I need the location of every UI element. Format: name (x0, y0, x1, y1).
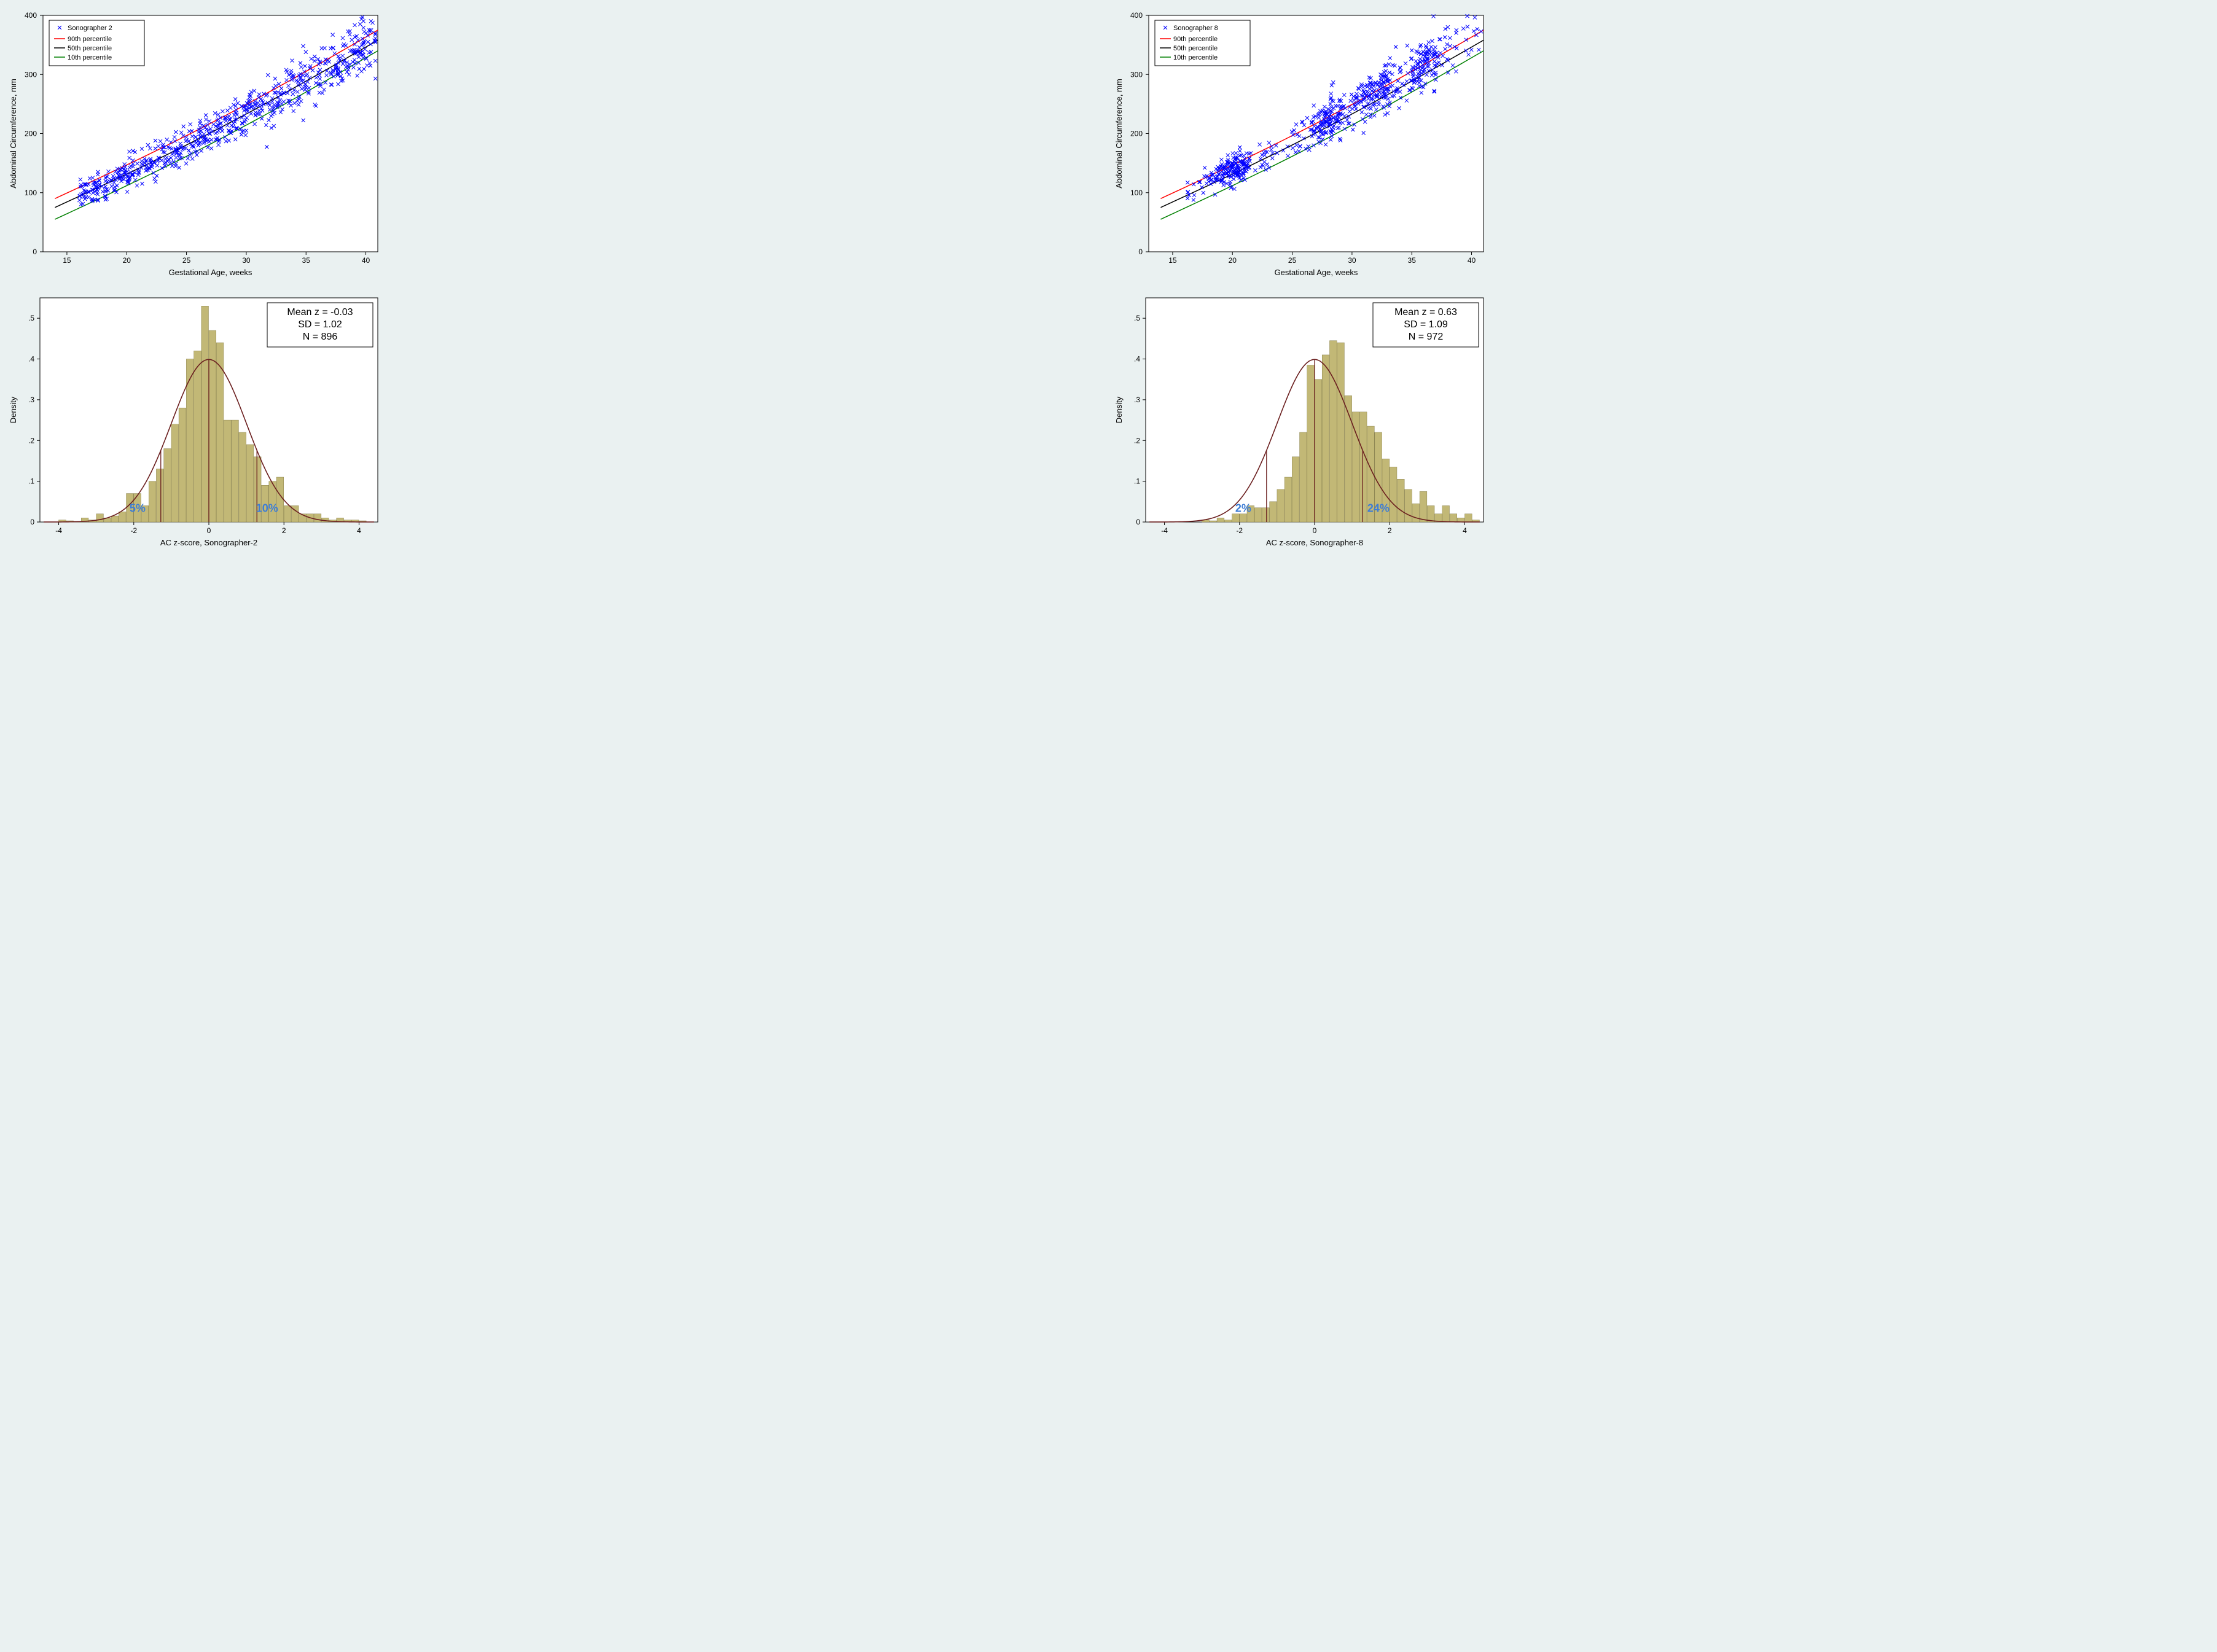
svg-text:400: 400 (25, 11, 37, 20)
svg-text:20: 20 (123, 256, 131, 265)
svg-text:300: 300 (1130, 70, 1142, 79)
svg-text:25: 25 (1288, 256, 1296, 265)
svg-text:.1: .1 (28, 477, 34, 486)
svg-text:24%: 24% (1367, 502, 1389, 514)
svg-text:-2: -2 (1236, 526, 1243, 535)
svg-text:.2: .2 (1133, 436, 1140, 445)
svg-text:35: 35 (302, 256, 311, 265)
svg-text:Density: Density (1114, 396, 1124, 423)
svg-text:-4: -4 (1161, 526, 1168, 535)
svg-text:30: 30 (242, 256, 251, 265)
svg-text:Sonographer 2: Sonographer 2 (68, 25, 112, 32)
svg-text:-2: -2 (130, 526, 137, 535)
scatter-sonographer-8: 1520253035400100200300400Gestational Age… (1112, 6, 2211, 282)
svg-text:.2: .2 (28, 436, 34, 445)
svg-text:0: 0 (1138, 247, 1143, 256)
svg-text:.1: .1 (1133, 477, 1140, 486)
svg-text:.5: .5 (1133, 314, 1140, 322)
svg-text:300: 300 (25, 70, 37, 79)
svg-text:N = 896: N = 896 (303, 332, 338, 342)
svg-text:AC z-score, Sonographer-8: AC z-score, Sonographer-8 (1265, 538, 1363, 547)
svg-text:Gestational Age, weeks: Gestational Age, weeks (1274, 268, 1358, 277)
svg-text:0: 0 (1136, 518, 1140, 526)
svg-text:50th percentile: 50th percentile (68, 45, 112, 52)
svg-text:.5: .5 (28, 314, 34, 322)
svg-text:100: 100 (25, 189, 37, 197)
svg-text:N = 972: N = 972 (1408, 332, 1443, 342)
svg-text:200: 200 (1130, 130, 1142, 138)
svg-text:30: 30 (1348, 256, 1356, 265)
svg-text:50th percentile: 50th percentile (1173, 45, 1218, 52)
svg-text:200: 200 (25, 130, 37, 138)
svg-text:.4: .4 (1133, 355, 1140, 364)
histogram-sonographer-2: -4 -2 0 2 4 0 .1 .2 .3 .4 .5 AC z-score, Sonographe… (6, 289, 1106, 553)
svg-text:0: 0 (207, 526, 211, 535)
svg-text:10%: 10% (256, 502, 278, 514)
svg-text:.3: .3 (28, 395, 34, 404)
svg-text:0: 0 (30, 518, 34, 526)
svg-text:2: 2 (1387, 526, 1391, 535)
svg-text:AC z-score, Sonographer-2: AC z-score, Sonographer-2 (160, 538, 257, 547)
svg-text:SD = 1.09: SD = 1.09 (1404, 319, 1448, 330)
svg-text:10th percentile: 10th percentile (68, 54, 112, 61)
svg-text:400: 400 (1130, 11, 1142, 20)
svg-text:.4: .4 (28, 355, 34, 364)
svg-text:2%: 2% (1235, 502, 1251, 514)
svg-text:Abdominal Circumference, mm: Abdominal Circumference, mm (1114, 79, 1124, 188)
svg-text:35: 35 (1407, 256, 1416, 265)
svg-text:40: 40 (362, 256, 370, 265)
svg-text:0: 0 (1312, 526, 1316, 535)
svg-text:Gestational Age, weeks: Gestational Age, weeks (169, 268, 252, 277)
svg-text:4: 4 (1463, 526, 1467, 535)
svg-text:15: 15 (1168, 256, 1177, 265)
svg-text:90th percentile: 90th percentile (68, 36, 112, 43)
svg-text:90th percentile: 90th percentile (1173, 36, 1218, 43)
histogram-sonographer-8: -4 -2 0 2 4 0 .1 .2 .3 .4 .5 AC z-score, Sonographe… (1112, 289, 2211, 553)
svg-text:Mean z = -0.03: Mean z = -0.03 (287, 307, 353, 318)
svg-text:0: 0 (33, 247, 37, 256)
svg-text:40: 40 (1467, 256, 1476, 265)
svg-text:SD = 1.02: SD = 1.02 (298, 319, 342, 330)
svg-text:Mean z = 0.63: Mean z = 0.63 (1394, 307, 1457, 318)
svg-text:2: 2 (282, 526, 286, 535)
svg-text:Abdominal Circumference, mm: Abdominal Circumference, mm (9, 79, 18, 188)
svg-text:5%: 5% (130, 502, 146, 514)
svg-text:25: 25 (182, 256, 191, 265)
svg-text:20: 20 (1228, 256, 1237, 265)
svg-text:-4: -4 (55, 526, 62, 535)
svg-text:100: 100 (1130, 189, 1142, 197)
svg-text:Sonographer 8: Sonographer 8 (1173, 25, 1218, 32)
scatter-sonographer-2: 1520253035400100200300400Gestational Age… (6, 6, 1106, 282)
svg-text:10th percentile: 10th percentile (1173, 54, 1218, 61)
chart-grid: 1520253035400100200300400Gestational Age… (0, 0, 2217, 559)
svg-text:4: 4 (357, 526, 361, 535)
svg-text:Density: Density (9, 396, 18, 423)
svg-text:15: 15 (63, 256, 71, 265)
svg-text:.3: .3 (1133, 395, 1140, 404)
